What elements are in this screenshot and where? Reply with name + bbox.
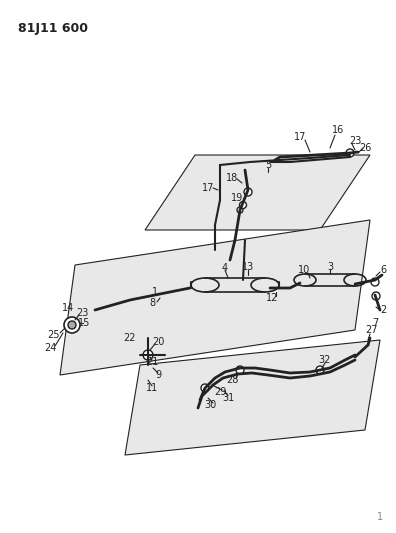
Text: 22: 22 xyxy=(124,333,136,343)
Circle shape xyxy=(64,317,80,333)
Text: 17: 17 xyxy=(202,183,214,193)
Text: 4: 4 xyxy=(222,263,228,273)
Text: 9: 9 xyxy=(155,370,161,380)
Text: 24: 24 xyxy=(44,343,56,353)
Text: 19: 19 xyxy=(231,193,243,203)
Text: 29: 29 xyxy=(214,387,226,397)
Polygon shape xyxy=(60,220,370,375)
Text: 18: 18 xyxy=(226,173,238,183)
Circle shape xyxy=(68,321,76,329)
Text: 6: 6 xyxy=(380,265,386,275)
Text: 30: 30 xyxy=(204,400,216,410)
Text: 16: 16 xyxy=(332,125,344,135)
Text: 21: 21 xyxy=(146,357,158,367)
Polygon shape xyxy=(125,340,380,455)
Text: 23: 23 xyxy=(76,308,88,318)
Circle shape xyxy=(240,201,246,208)
Polygon shape xyxy=(145,155,370,230)
Circle shape xyxy=(372,292,380,300)
Text: 23: 23 xyxy=(349,136,361,146)
Circle shape xyxy=(237,207,243,213)
Text: 25: 25 xyxy=(48,330,60,340)
Text: 10: 10 xyxy=(298,265,310,275)
Circle shape xyxy=(244,188,252,196)
Circle shape xyxy=(236,366,244,374)
Text: 81J11 600: 81J11 600 xyxy=(18,22,88,35)
Text: 26: 26 xyxy=(359,143,371,153)
Text: 1: 1 xyxy=(377,512,383,522)
Circle shape xyxy=(316,366,324,374)
Text: 7: 7 xyxy=(372,318,378,328)
Text: 28: 28 xyxy=(226,375,238,385)
Text: 32: 32 xyxy=(319,355,331,365)
Circle shape xyxy=(346,149,354,157)
Text: 11: 11 xyxy=(146,383,158,393)
Text: 5: 5 xyxy=(265,160,271,170)
Text: 27: 27 xyxy=(366,325,378,335)
Text: 17: 17 xyxy=(294,132,306,142)
Text: 14: 14 xyxy=(62,303,74,313)
Text: 31: 31 xyxy=(222,393,234,403)
Text: 15: 15 xyxy=(78,318,90,328)
Text: 3: 3 xyxy=(327,262,333,272)
Circle shape xyxy=(371,278,379,286)
Text: 20: 20 xyxy=(152,337,164,347)
Text: 12: 12 xyxy=(266,293,278,303)
Text: 2: 2 xyxy=(380,305,386,315)
Text: 8: 8 xyxy=(149,298,155,308)
Circle shape xyxy=(143,350,153,360)
Circle shape xyxy=(201,384,209,392)
Text: 13: 13 xyxy=(242,262,254,272)
Text: 1: 1 xyxy=(152,287,158,297)
